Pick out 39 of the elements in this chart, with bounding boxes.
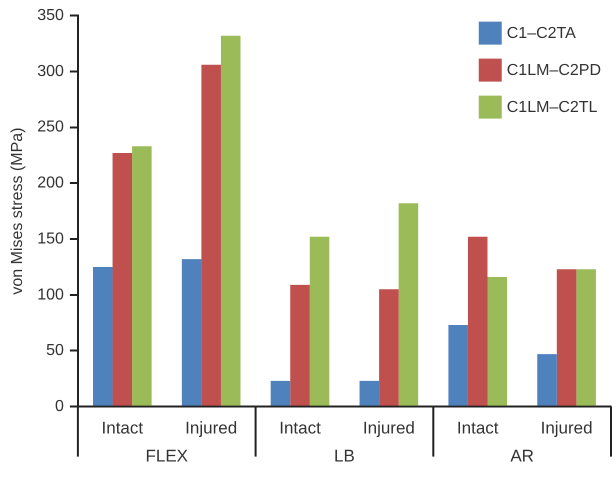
- text: AR: [510, 446, 534, 466]
- y-tick-label: 300: [37, 62, 64, 80]
- bar: [360, 380, 380, 406]
- bar: [182, 259, 202, 406]
- bar: [93, 266, 113, 406]
- y-tick-label: 0: [54, 398, 64, 416]
- x-tick-label: Intact: [456, 418, 499, 438]
- bar: [132, 146, 152, 406]
- bar: [379, 289, 399, 406]
- text: LB: [334, 446, 355, 466]
- y-tick-label: 200: [37, 174, 64, 192]
- x-tick-label: Injured: [362, 418, 415, 438]
- bar: [488, 277, 508, 406]
- x-tick-label: Intact: [102, 418, 144, 438]
- y-tick-label: 100: [37, 286, 64, 304]
- bar: [201, 64, 221, 406]
- x-tick-label: Intact: [279, 418, 322, 438]
- y-axis-title: von Mises stress (MPa): [9, 128, 26, 295]
- x-tick-label: Injured: [185, 418, 238, 438]
- legend-label: C1LM–C2PD: [506, 62, 602, 80]
- y-tick-label: 350: [37, 7, 64, 24]
- bar: [270, 380, 290, 406]
- bar: [556, 269, 576, 406]
- y-tick-label: 50: [46, 342, 64, 360]
- bar: [290, 284, 310, 406]
- bar: [112, 153, 132, 406]
- x-tick-label: Injured: [540, 418, 593, 438]
- bar: [398, 203, 418, 406]
- bar: [537, 354, 557, 406]
- bar: [468, 236, 488, 406]
- bar: [576, 269, 596, 406]
- y-tick-label: 150: [37, 230, 64, 248]
- bar: [310, 236, 330, 406]
- legend-label: C1–C2TA: [506, 25, 576, 42]
- y-tick-label: 250: [37, 118, 64, 136]
- legend-label: C1LM–C2TL: [506, 99, 598, 116]
- bar: [220, 36, 240, 406]
- text: FLEX: [145, 446, 188, 466]
- bar: [448, 325, 468, 406]
